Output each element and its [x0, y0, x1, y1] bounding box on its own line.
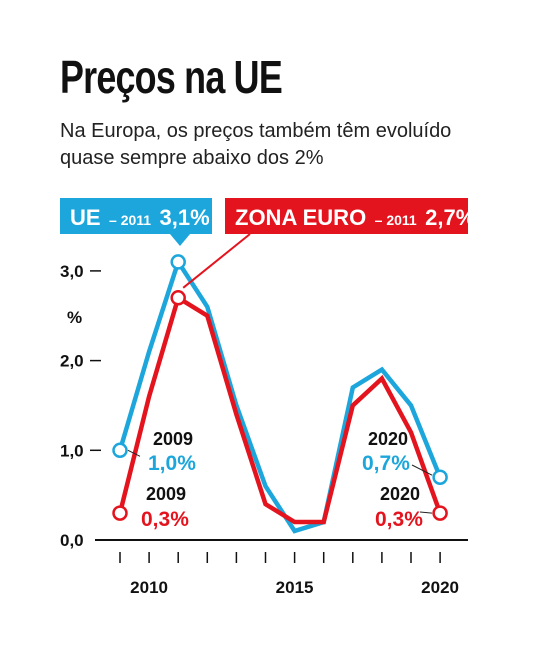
- legend-euro-year: – 2011: [375, 212, 417, 228]
- chart-axes: 0,0 1,0 2,0 3,0% 2010 2015 2020: [60, 262, 468, 597]
- annot-ue-2009-year: 2009: [153, 429, 193, 449]
- legend-euro-label: ZONA EURO: [235, 205, 366, 230]
- callouts: [127, 233, 433, 514]
- legend-euro-value: 2,7%: [425, 205, 475, 230]
- legend: UE – 2011 3,1% ZONA EURO – 2011 2,7%: [60, 198, 475, 246]
- marker-ue-2011: [170, 254, 186, 270]
- marker-euro-2011: [170, 290, 186, 306]
- annot-ue-2009-value: 1,0%: [148, 452, 196, 475]
- leader-ue-2020: [411, 464, 433, 476]
- leader-euro-2020: [419, 511, 433, 514]
- y-tick-label: 0,0: [60, 531, 84, 550]
- marker-euro-2009: [112, 505, 128, 521]
- annot-euro-2009-year: 2009: [146, 484, 186, 504]
- legend-ue-label: UE: [70, 205, 101, 230]
- annot-euro-2009-value: 0,3%: [141, 508, 189, 531]
- y-tick-label: 3,0: [60, 262, 84, 281]
- marker-ue-2020: [432, 469, 448, 485]
- legend-ue-pointer: [170, 234, 190, 246]
- series-line-ue: [117, 256, 443, 534]
- chart-subtitle: Na Europa, os preços também têm evoluído…: [60, 120, 452, 169]
- annot-ue-2020-year: 2020: [368, 429, 408, 449]
- x-tick-label: 2010: [130, 578, 168, 597]
- svg-text:ZONA EURO – 2011: ZONA EURO – 2011 2,7%: [235, 205, 475, 230]
- legend-euro-box: ZONA EURO – 2011 2,7%: [225, 198, 475, 234]
- leader-euro-peak: [182, 233, 251, 289]
- legend-ue-bg: [60, 198, 212, 234]
- series-line-zona-euro: [117, 294, 443, 525]
- annot-euro-2020-value: 0,3%: [375, 508, 423, 531]
- annot-ue-2020-value: 0,7%: [362, 452, 410, 475]
- legend-ue-value: 3,1%: [160, 205, 210, 230]
- series-layer: [112, 254, 448, 534]
- y-tick-label: 1,0: [60, 441, 84, 460]
- x-tick-label: 2020: [421, 578, 459, 597]
- x-tick-label: 2015: [276, 578, 314, 597]
- legend-euro-bg: [225, 198, 468, 234]
- legend-ue-box: UE – 2011 3,1%: [60, 198, 212, 246]
- leader-ue-2009: [127, 449, 141, 457]
- marker-ue-2009: [112, 442, 128, 459]
- legend-ue-year: – 2011: [109, 212, 151, 228]
- annotations: 2009 1,0% 2009 0,3% 2020 0,7% 2020 0,3%: [141, 429, 423, 531]
- annot-euro-2020-year: 2020: [380, 484, 420, 504]
- y-axis-label: %: [67, 308, 82, 327]
- y-tick-label: 2,0: [60, 352, 84, 371]
- chart-title: Preços na UE: [60, 51, 283, 103]
- svg-text:UE – 2011 3,1%: UE – 2011 3,1%: [70, 205, 210, 230]
- marker-euro-2020: [432, 505, 448, 521]
